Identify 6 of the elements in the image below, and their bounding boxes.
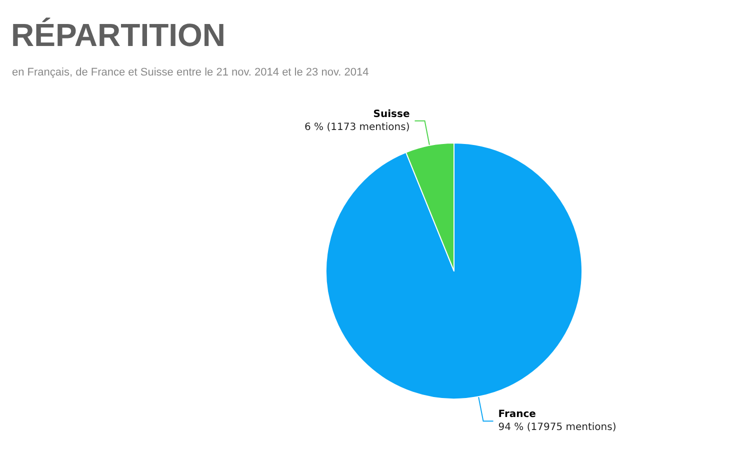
text: en Français, de France et Suisse entre le 21 nov. 2014 et le 23 nov. 2014: [12, 66, 369, 78]
slice-label: France: [498, 409, 536, 420]
data-label: 94 % (17975 mentions): [498, 422, 616, 434]
slice-label: Suisse: [373, 108, 410, 120]
chart-title: RÉPARTITION: [11, 17, 226, 53]
data-label: 6 % (1173 mentions): [304, 122, 410, 133]
